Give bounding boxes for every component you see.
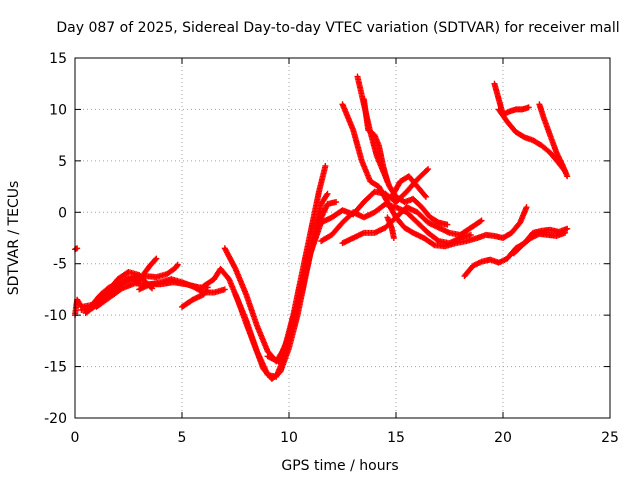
data-point [478,217,485,224]
x-axis-ticks: 0 5 10 15 20 25 [71,58,619,446]
data-point [203,288,210,295]
data-point [390,235,397,241]
y-tick-label: 5 [58,154,67,170]
data-point [430,241,437,248]
data-point [204,287,211,294]
series-arc-07 [179,287,211,310]
x-tick-label: 20 [494,430,512,446]
data-point [174,261,181,268]
series-arc-23 [510,229,569,257]
series-arc-11 [264,166,432,365]
y-tick-label: -15 [44,360,67,376]
data-point [477,218,484,225]
x-tick-label: 0 [71,430,80,446]
series-arc-15 [354,73,451,228]
y-tick-label: 10 [49,102,67,118]
series-arc-01 [72,245,81,253]
data-point [564,225,571,232]
series-arc-17 [384,214,397,241]
data-point [562,229,569,236]
data-points [72,73,571,382]
data-point [525,104,532,111]
data-point [444,221,451,228]
data-point [425,166,432,173]
x-axis-label: GPS time / hours [281,458,398,474]
y-tick-label: 15 [49,51,67,67]
data-point [523,204,530,211]
data-point [221,286,228,293]
data-point [324,190,331,197]
data-point [424,167,431,174]
y-axis-label: SDTVAR / TECUs [6,181,22,296]
chart-title: Day 087 of 2025, Sidereal Day-to-day VTE… [56,20,619,36]
y-axis-ticks: -20 -15 -10 -5 0 5 10 15 [44,51,610,427]
series-arc-12 [318,201,474,247]
data-point [153,255,160,262]
data-point [333,199,340,205]
data-point [152,256,159,263]
series-arc-20 [495,106,569,175]
series-arc-18 [388,173,429,200]
data-point [174,262,181,269]
x-tick-label: 15 [387,430,405,446]
x-tick-label: 25 [601,430,619,446]
data-point [323,192,330,199]
y-tick-label: -10 [44,308,67,324]
data-point [422,193,429,200]
y-tick-label: -20 [44,411,67,427]
series-arc-10 [232,199,340,380]
x-tick-label: 10 [280,430,298,446]
y-tick-label: -5 [53,257,67,273]
y-tick-label: 0 [58,205,67,221]
series-arc-13 [339,204,485,247]
data-point [422,192,429,199]
data-point [322,163,329,169]
series-arc-14 [339,101,530,250]
series-arc-21 [536,101,571,180]
x-tick-label: 5 [178,430,187,446]
series-arc-16 [360,96,391,185]
data-point [384,178,391,185]
plot-frame [74,57,611,419]
data-point [564,173,571,180]
data-point [434,237,441,244]
